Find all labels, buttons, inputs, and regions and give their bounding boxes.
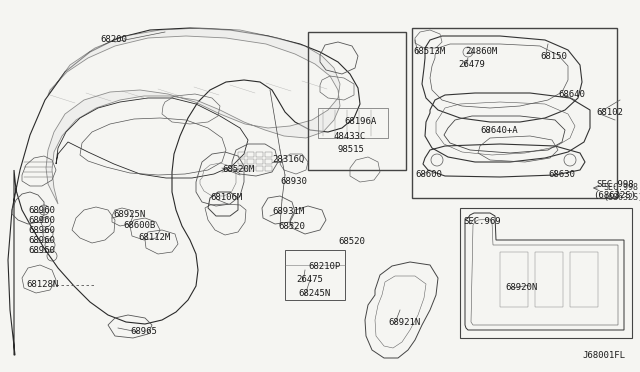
Bar [265,166,272,171]
Text: 26479: 26479 [458,60,485,69]
Polygon shape [46,28,340,204]
Bar [256,159,263,164]
Text: 68245N: 68245N [298,289,330,298]
Bar [265,159,272,164]
Bar [412,28,617,198]
Bar [238,159,245,164]
Text: SEC.998: SEC.998 [603,183,638,192]
Text: 68196A: 68196A [344,117,376,126]
Text: 68965: 68965 [130,327,157,336]
Bar [265,152,272,157]
Text: 24860M: 24860M [465,47,497,56]
Text: 68960: 68960 [28,206,55,215]
Bar [570,252,598,307]
Text: 68960: 68960 [28,226,55,235]
Text: 68600B: 68600B [123,221,156,230]
Text: 68513M: 68513M [413,47,445,56]
Text: 68520: 68520 [338,237,365,246]
Bar [256,152,263,157]
Bar [535,252,563,307]
Text: 68960: 68960 [28,216,55,225]
Text: 68630: 68630 [548,170,575,179]
Bar [238,152,245,157]
Bar [318,108,388,138]
Bar [285,250,345,300]
Text: 68925N: 68925N [113,210,145,219]
Text: 68600: 68600 [415,170,442,179]
Text: 28316Q: 28316Q [272,155,304,164]
Text: 98515: 98515 [338,145,365,154]
Bar [247,152,254,157]
Text: 68920N: 68920N [505,283,537,292]
Text: 68102: 68102 [596,108,623,117]
Text: 48433C: 48433C [333,132,365,141]
Text: (68632S): (68632S) [593,191,636,200]
Text: 68520: 68520 [278,222,305,231]
Text: J68001FL: J68001FL [582,351,625,360]
Bar [308,32,406,170]
Bar [238,166,245,171]
Bar [256,166,263,171]
Bar [460,208,632,338]
Text: 68640: 68640 [558,90,585,99]
Text: 68930: 68930 [280,177,307,186]
Bar [247,159,254,164]
Text: 68520M: 68520M [222,165,254,174]
Text: 26475: 26475 [296,275,323,284]
Text: SEC.998: SEC.998 [596,180,634,189]
Text: 68640+A: 68640+A [480,126,518,135]
Bar [247,166,254,171]
Bar [500,252,528,307]
Text: 68931M: 68931M [272,207,304,216]
Text: 68150: 68150 [540,52,567,61]
Text: 68210P: 68210P [308,262,340,271]
Text: 68200: 68200 [100,35,127,44]
Text: (68632S): (68632S) [603,193,640,202]
Text: 68960: 68960 [28,246,55,255]
Text: 68960: 68960 [28,236,55,245]
Text: 68921N: 68921N [388,318,420,327]
Text: 68106M: 68106M [210,193,243,202]
Text: 68112M: 68112M [138,233,170,242]
Text: 68128N: 68128N [26,280,58,289]
Text: SEC.969: SEC.969 [463,217,500,226]
